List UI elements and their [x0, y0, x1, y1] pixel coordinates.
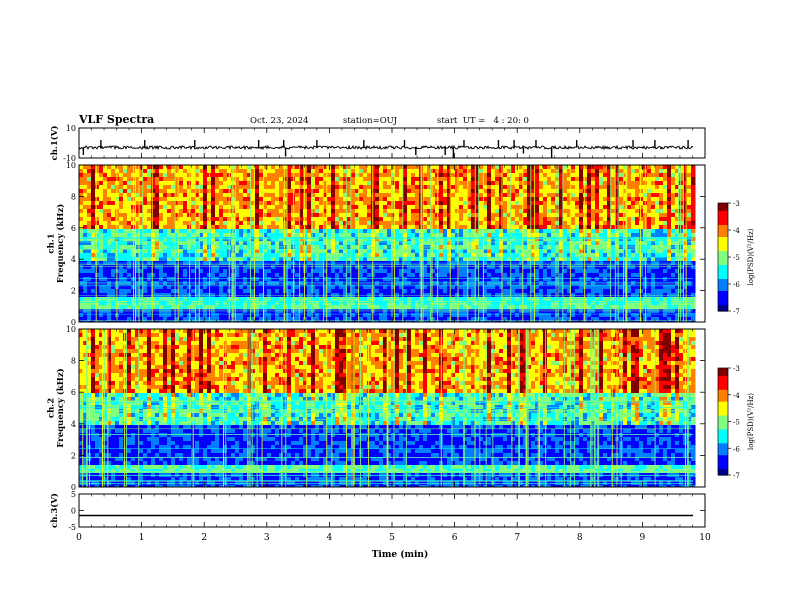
y-axis-label: ch.2Frequency (kHz) — [47, 368, 66, 447]
x-tick-label: 1 — [139, 533, 145, 543]
y-tick-label: 4 — [71, 255, 76, 264]
colorbar-tick-label: -7 — [733, 308, 740, 316]
y-tick-label: 10 — [66, 124, 76, 133]
colorbar-tick-label: -6 — [733, 445, 740, 453]
station-label: station=OUJ — [343, 116, 398, 126]
x-tick-label: 6 — [452, 533, 458, 543]
x-tick-label: 10 — [699, 533, 711, 543]
x-tick-label: 8 — [577, 533, 583, 543]
waveform-ch1-trace — [78, 144, 694, 151]
colorbar-label: log(PSD)(V²/Hz) — [747, 228, 755, 285]
colorbar-tick-label: -7 — [733, 472, 740, 480]
y-tick-label: -10 — [63, 154, 76, 163]
y-tick-label: 4 — [71, 420, 76, 429]
spectrogram-layer — [78, 165, 696, 488]
colorbar-label: log(PSD)(V²/Hz) — [747, 393, 755, 450]
y-tick-label: 10 — [66, 161, 76, 170]
x-tick-label: 9 — [640, 533, 646, 543]
y-tick-label: 2 — [71, 287, 76, 296]
colorbar-ch2: -3 -4 -5 -6 -7 log(PSD)(V²/Hz) — [717, 365, 755, 480]
y-tick-label: 10 — [66, 325, 76, 334]
y-tick-label: 8 — [71, 357, 76, 366]
colorbar-tick-label: -4 — [733, 392, 740, 400]
y-tick-label: 6 — [71, 388, 76, 397]
x-tick-label: 7 — [514, 533, 520, 543]
spectrogram-ch2-image — [78, 329, 696, 488]
y-tick-label: 0 — [71, 318, 76, 327]
y-tick-label: 5 — [71, 490, 76, 499]
y-axis-label: ch.1Frequency (kHz) — [47, 204, 66, 283]
y-tick-label: 0 — [71, 483, 76, 492]
y-tick-label: -5 — [68, 523, 76, 532]
colorbar-tick-label: -3 — [733, 365, 740, 373]
colorbar-tick-label: -3 — [733, 200, 740, 208]
y-axis-label: ch.1(V) — [49, 126, 60, 161]
waveform-layer — [78, 140, 694, 517]
y-tick-label: 6 — [71, 224, 76, 233]
start-time-label: start UT = 4 : 20: 0 — [437, 116, 529, 126]
colorbar-ch1: -3 -4 -5 -6 -7 log(PSD)(V²/Hz) — [717, 200, 755, 316]
colorbar-tick-label: -4 — [733, 227, 740, 235]
colorbar-tick-label: -6 — [733, 281, 740, 289]
x-tick-label: 4 — [327, 533, 333, 543]
date-label: Oct. 23, 2024 — [250, 116, 308, 126]
x-tick-label: 3 — [264, 533, 270, 543]
x-tick-label: 2 — [201, 533, 207, 543]
y-tick-label: 8 — [71, 192, 76, 201]
colorbar-tick-label: -5 — [733, 419, 740, 427]
y-tick-label: 2 — [71, 451, 76, 460]
x-tick-label: 5 — [389, 533, 395, 543]
spectrogram-ch1-image — [79, 165, 696, 323]
colorbar-tick-label: -5 — [733, 254, 740, 262]
x-tick-label: 0 — [76, 533, 82, 543]
y-axis-label: ch.3(V) — [49, 493, 60, 528]
y-tick-label: 0 — [71, 507, 76, 516]
x-axis-label: Time (min) — [372, 549, 429, 560]
figure-title: VLF Spectra — [78, 113, 154, 126]
